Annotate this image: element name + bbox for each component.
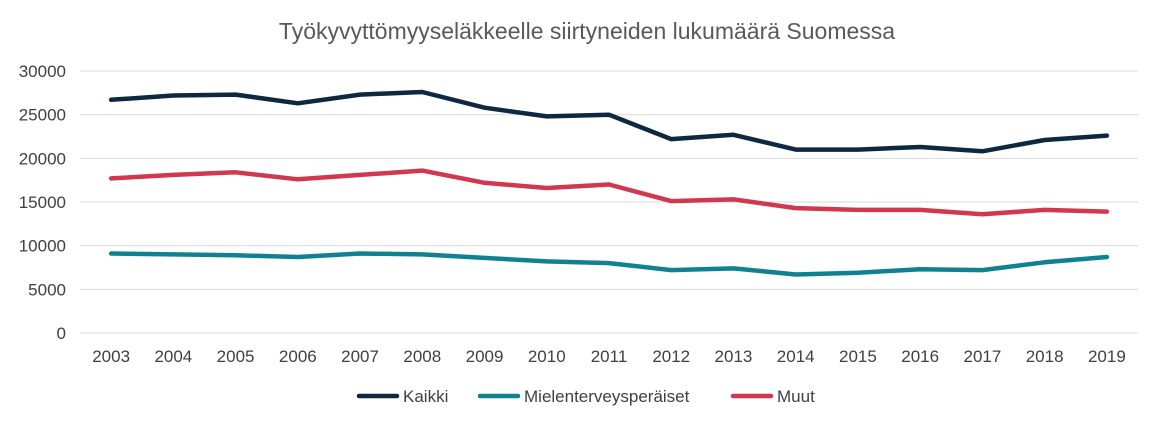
legend-item-2: Mielenterveysperäiset <box>477 387 690 406</box>
x-tick-label: 2013 <box>715 347 753 366</box>
legend-label: Kaikki <box>403 387 448 406</box>
x-tick-label: 2003 <box>92 347 130 366</box>
x-tick-label: 2016 <box>901 347 939 366</box>
y-tick-label: 5000 <box>28 280 66 299</box>
series-line-2 <box>108 251 1110 277</box>
x-tick-label: 2019 <box>1088 347 1126 366</box>
y-tick-label: 20000 <box>19 149 66 168</box>
legend-item-3: Muut <box>730 387 815 406</box>
x-tick-label: 2010 <box>528 347 566 366</box>
x-tick-label: 2011 <box>591 347 628 366</box>
x-tick-label: 2017 <box>963 347 1001 366</box>
legend-item-1: Kaikki <box>356 387 448 406</box>
legend-label: Muut <box>777 387 815 406</box>
x-tick-label: 2006 <box>279 347 317 366</box>
x-tick-label: 2008 <box>403 347 441 366</box>
y-axis-ticks: 0 5000 10000 15000 20000 25000 30000 <box>19 62 66 343</box>
legend-label: Mielenterveysperäiset <box>524 387 690 406</box>
x-tick-label: 2009 <box>466 347 504 366</box>
chart-title: Työkyvyttömyyseläkkeelle siirtyneiden lu… <box>279 18 895 44</box>
series-line-1 <box>108 89 1110 154</box>
series-line-3 <box>108 168 1110 217</box>
y-tick-label: 15000 <box>19 193 66 212</box>
gridlines <box>80 70 1138 334</box>
y-tick-label: 30000 <box>19 62 66 81</box>
legend: Kaikki Mielenterveysperäiset Muut <box>356 387 815 406</box>
y-tick-label: 10000 <box>19 237 66 256</box>
x-tick-label: 2007 <box>341 347 379 366</box>
x-tick-label: 2004 <box>154 347 192 366</box>
y-tick-label: 0 <box>57 324 66 343</box>
x-axis-ticks: 2003 2004 2005 2006 2007 2008 2009 2010 2011 2012… <box>92 347 1126 366</box>
x-tick-label: 2005 <box>217 347 255 366</box>
x-tick-label: 2012 <box>652 347 690 366</box>
series-lines <box>108 89 1110 277</box>
x-tick-label: 2018 <box>1026 347 1064 366</box>
x-tick-label: 2015 <box>839 347 877 366</box>
x-tick-label: 2014 <box>777 347 815 366</box>
y-tick-label: 25000 <box>19 106 66 125</box>
